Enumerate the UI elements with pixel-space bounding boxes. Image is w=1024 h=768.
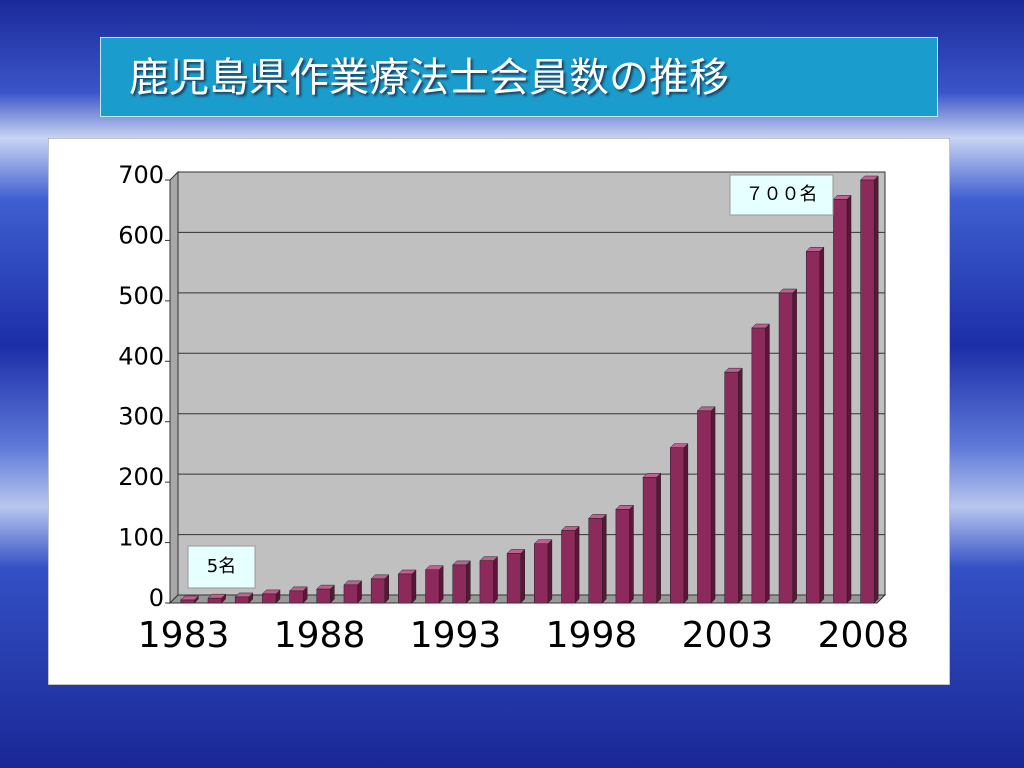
y-tick-label: 100 [118,524,164,552]
bar [343,584,358,604]
annotation: 5名 [207,556,236,577]
bar-side [602,513,607,604]
bar [833,199,848,604]
bar [289,590,304,604]
bar [207,597,222,604]
bar [860,179,875,604]
bar [425,569,440,604]
bar [534,543,549,604]
bar-side [792,288,797,604]
bar-side [846,194,852,604]
bar [642,477,657,604]
x-tick-label: 1988 [274,615,366,656]
bar-side [520,548,525,604]
x-tick-label: 2003 [682,615,774,656]
bar-side [384,574,389,604]
bar [697,410,712,604]
annotation-box [729,174,834,216]
annotation-box [187,545,256,589]
bar [751,327,766,604]
y-tick-label: 0 [149,584,164,612]
y-tick-label: 400 [118,342,164,370]
bar [180,599,195,604]
bar [398,573,413,604]
bar-side [765,323,770,604]
x-tick-label: 2008 [818,615,910,656]
chart: 0 100 200 300 400 500 600 700 1983 1988 1993 1998 20… [48,138,950,685]
side-wall [169,170,179,605]
bar [370,578,385,604]
bar-side [411,569,417,604]
bar-side [873,175,879,604]
bar-side [819,246,825,604]
bar-side [656,472,661,604]
bar [615,509,630,604]
x-tick-label: 1983 [138,615,230,656]
bar-side [547,539,553,604]
bar-side [574,525,580,604]
y-tick-label: 200 [118,463,164,491]
y-tick-label: 700 [118,161,164,189]
x-tick-label: 1998 [546,615,638,656]
bar [561,530,576,604]
bar-side [683,443,689,604]
bar [506,553,521,604]
bar-side [629,504,634,604]
bar [588,518,603,604]
bar-side [493,556,498,604]
bar [262,593,277,604]
bar [805,251,821,604]
bar [452,564,467,604]
y-tick-label: 500 [118,282,164,310]
bar [479,560,494,604]
bar-side [737,367,743,604]
bar [316,588,331,604]
bar [724,371,739,604]
bar-side [438,565,444,604]
x-tick-label: 1993 [410,615,502,656]
y-tick-label: 300 [118,403,164,431]
bar-side [710,406,716,604]
annotation: ７００名 [746,184,818,205]
bar [778,292,793,604]
y-tick-label: 600 [118,221,164,249]
bar [670,447,685,604]
chart-title: 鹿児島県作業療法士会員数の推移 [100,37,938,117]
bar-side [466,560,471,604]
bar [234,596,250,604]
